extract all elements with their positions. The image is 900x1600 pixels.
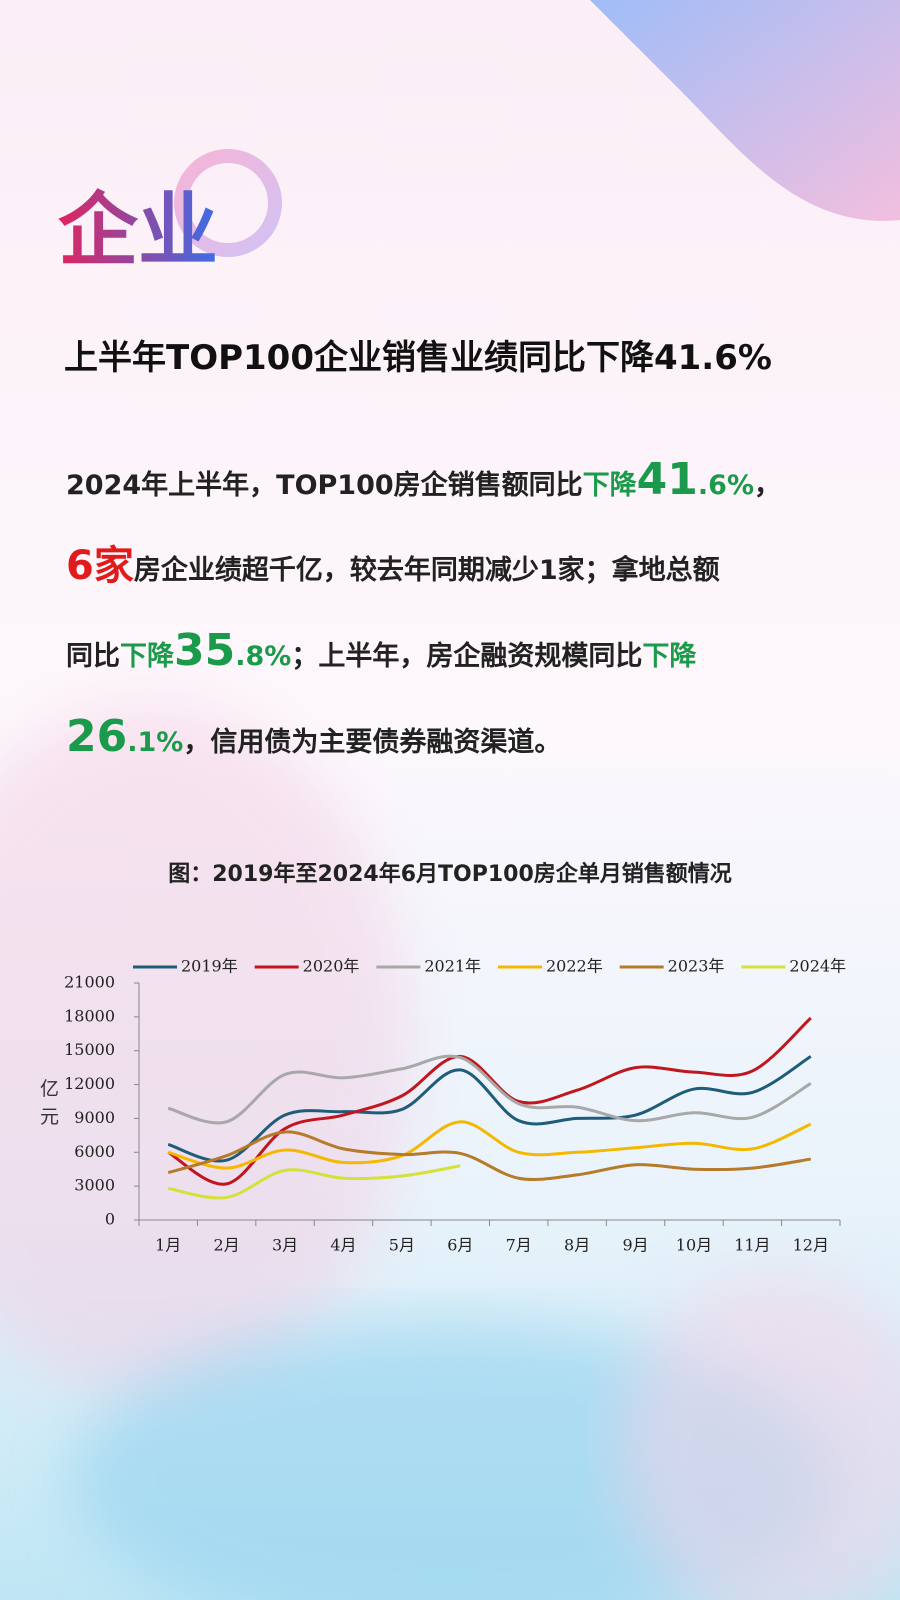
- legend-label: 2021年: [424, 957, 481, 976]
- headline: 上半年TOP100企业销售业绩同比下降41.6%: [64, 338, 772, 378]
- series-line: [167, 1016, 812, 1186]
- legend-label: 2022年: [546, 957, 603, 976]
- legend-label: 2020年: [303, 957, 360, 976]
- text: 6家: [66, 543, 134, 589]
- legend-label: 2019年: [181, 957, 238, 976]
- y-tick-label: 0: [105, 1210, 115, 1229]
- x-tick-label: 12月: [793, 1236, 829, 1255]
- x-tick-label: 10月: [676, 1236, 712, 1255]
- legend-label: 2023年: [668, 957, 725, 976]
- chart-title: 图：2019年至2024年6月TOP100房企单月销售额情况: [168, 861, 732, 887]
- text: .6%: [697, 470, 755, 501]
- text: .1%: [127, 727, 184, 758]
- paragraph: 2024年上半年，TOP100房企销售额同比下降41.6%， 6家房企业绩超千亿…: [66, 440, 886, 783]
- x-tick-label: 5月: [389, 1236, 415, 1255]
- x-tick-label: 11月: [734, 1236, 770, 1255]
- text: 同比: [66, 641, 120, 672]
- series-line: [167, 1130, 812, 1182]
- y-tick-label: 21000: [64, 973, 115, 992]
- x-tick-label: 9月: [622, 1236, 648, 1255]
- text: 下降: [582, 470, 637, 501]
- series-line: [167, 1055, 812, 1163]
- text: 房企业绩超千亿，较去年同期减少1家；拿地总额: [133, 555, 720, 586]
- x-tick-label: 3月: [272, 1236, 298, 1255]
- text: .8%: [235, 641, 292, 672]
- x-tick-label: 7月: [506, 1236, 532, 1255]
- text: 下降: [642, 641, 697, 672]
- y-tick-label: 18000: [64, 1006, 115, 1025]
- ring: [174, 149, 282, 257]
- text: 35: [174, 625, 236, 676]
- x-tick-label: 4月: [330, 1236, 356, 1255]
- x-tick-label: 8月: [564, 1236, 590, 1255]
- bg-blob: [590, 0, 900, 221]
- y-tick-label: 3000: [74, 1176, 115, 1195]
- text: 41: [636, 454, 698, 505]
- legend-label: 2024年: [789, 957, 846, 976]
- section-title: 企业: [58, 184, 218, 277]
- bg-blob: [0, 700, 410, 1400]
- text: ；上半年，房企融资规模同比: [291, 641, 643, 672]
- y-tick-label: 15000: [64, 1040, 115, 1059]
- bg-blob: [620, 1270, 900, 1600]
- series-line: [167, 1164, 461, 1200]
- series-line: [167, 1054, 812, 1125]
- text: ，: [754, 470, 782, 501]
- y-tick-label: 6000: [74, 1142, 115, 1161]
- y-tick-label: 12000: [64, 1074, 115, 1093]
- series-line: [167, 1120, 812, 1170]
- x-tick-label: 2月: [214, 1236, 240, 1255]
- text: 26: [66, 711, 128, 762]
- text: ，信用债为主要债券融资渠道。: [183, 727, 562, 758]
- y-tick-label: 9000: [74, 1108, 115, 1127]
- x-tick-label: 6月: [447, 1236, 473, 1255]
- text: 下降: [120, 641, 174, 672]
- x-tick-label: 1月: [155, 1236, 181, 1255]
- y-axis-label: 亿元: [40, 1078, 60, 1128]
- text: 2024年上半年，TOP100房企销售额同比: [66, 470, 583, 501]
